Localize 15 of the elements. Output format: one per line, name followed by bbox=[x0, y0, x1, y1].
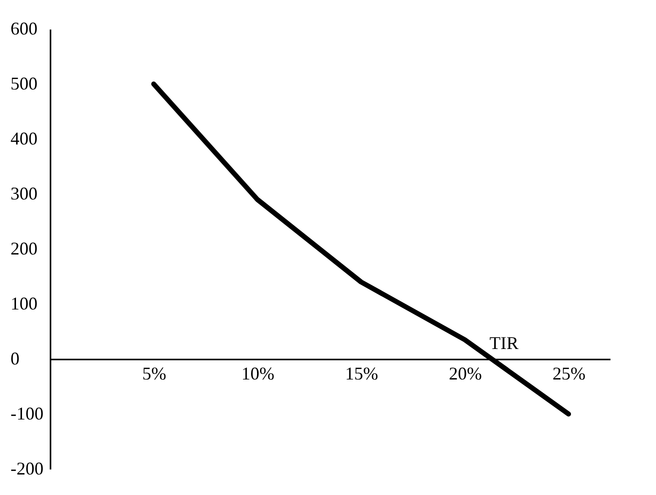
y-tick-label: -100 bbox=[10, 404, 44, 424]
y-tick-label: 300 bbox=[10, 184, 38, 204]
x-tick-label: 25% bbox=[552, 364, 586, 384]
y-tick-label: -200 bbox=[10, 458, 44, 478]
x-tick-label: 10% bbox=[241, 364, 274, 384]
y-tick-label: 0 bbox=[10, 348, 20, 368]
x-tick-label: 20% bbox=[448, 364, 482, 384]
x-tick-label: 15% bbox=[345, 364, 378, 384]
y-tick-label: 400 bbox=[10, 128, 38, 148]
annotation: TIR bbox=[490, 333, 519, 353]
y-tick-label: 500 bbox=[10, 74, 38, 94]
y-tick-label: 100 bbox=[10, 294, 38, 314]
x-tick-label: 5% bbox=[142, 364, 166, 384]
y-tick-label: 200 bbox=[10, 238, 38, 258]
y-tick-label: 600 bbox=[10, 18, 38, 38]
